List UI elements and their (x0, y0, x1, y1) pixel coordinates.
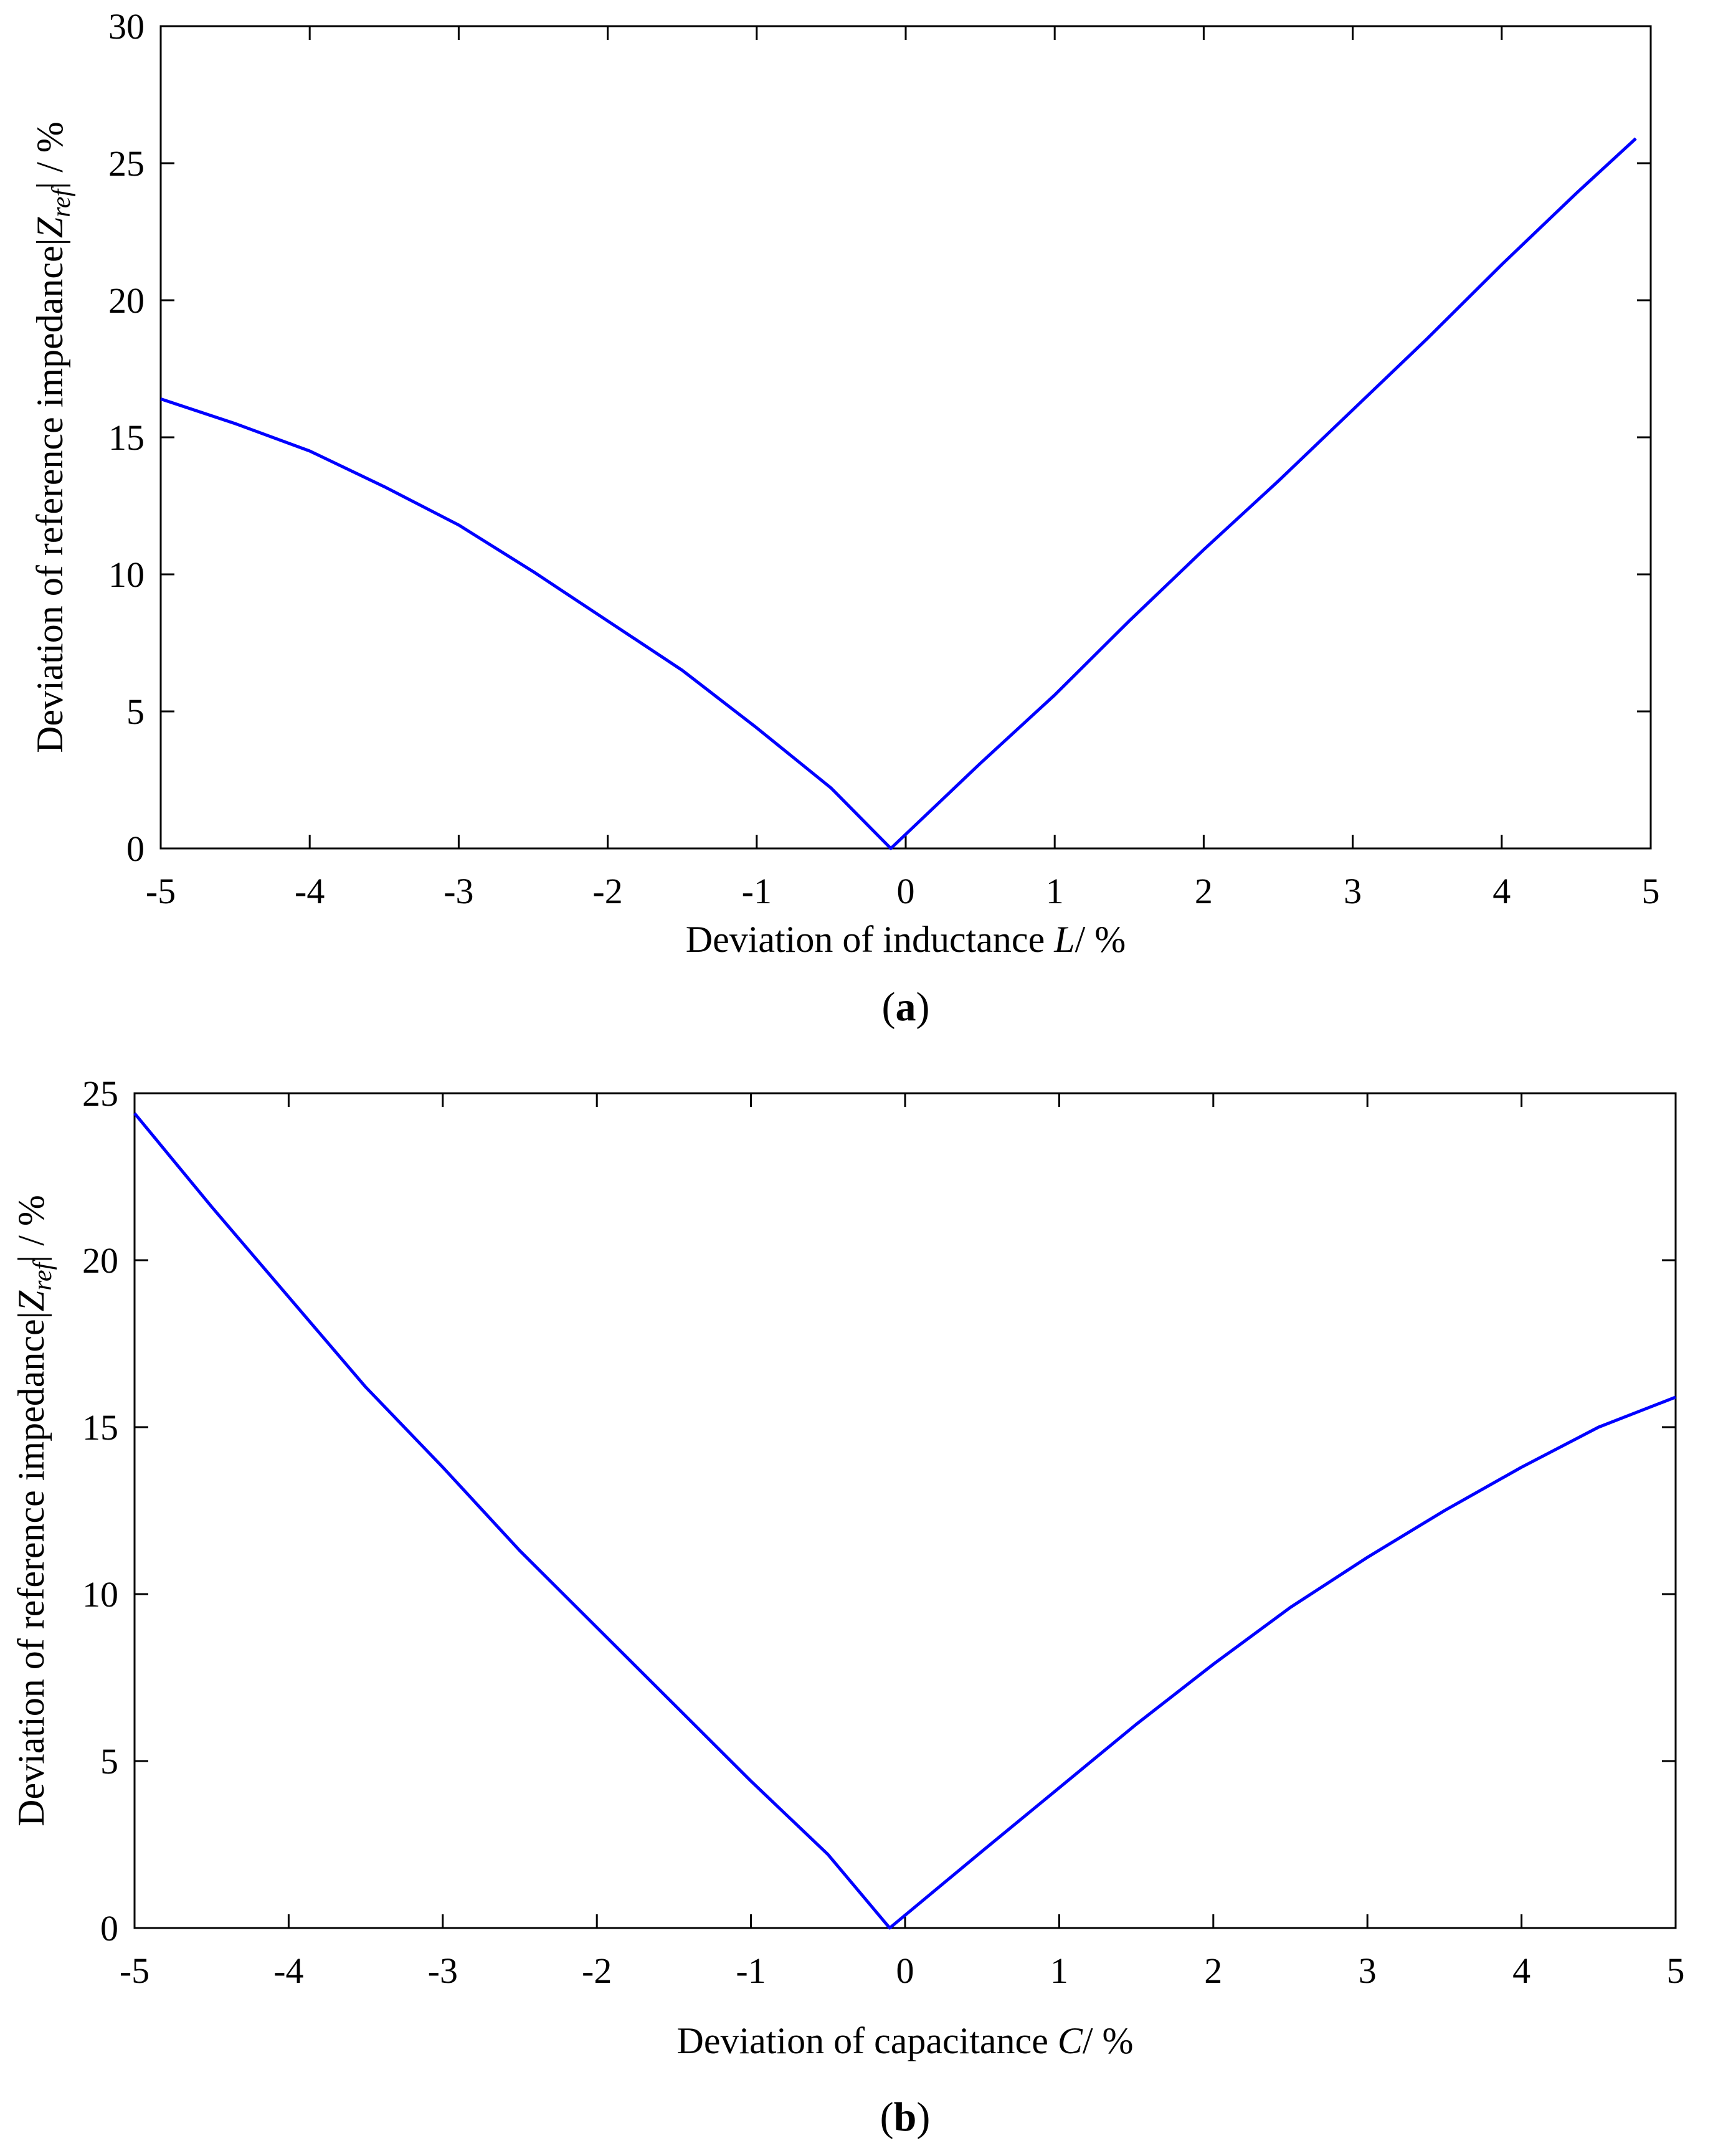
x-tick-label: -3 (444, 871, 473, 911)
x-tick-label: 1 (1050, 1950, 1068, 1991)
x-axis-title: Deviation of inductance L/ % (686, 919, 1126, 960)
x-tick-label: 4 (1492, 871, 1511, 911)
y-tick-label: 10 (108, 554, 145, 595)
x-tick-label: -2 (592, 871, 622, 911)
x-tick-label: -4 (273, 1950, 303, 1991)
y-tick-label: 10 (82, 1574, 118, 1615)
panel-a-chart: -5 -4 -3 -2 -1 0 1 2 3 4 5 0 5 10 15 20 25 30 Deviation of… (29, 6, 1660, 1030)
x-tick-label: 2 (1204, 1950, 1222, 1991)
series-line (160, 137, 1637, 850)
x-tick-label: -5 (146, 871, 176, 911)
x-tick-label: 1 (1046, 871, 1064, 911)
x-tick-label: -4 (295, 871, 325, 911)
y-tick-label: 20 (82, 1240, 118, 1281)
y-tick-label: 25 (82, 1073, 118, 1114)
panel-b-chart: -5 -4 -3 -2 -1 0 1 2 3 4 5 0 5 10 15 20 25 Deviation of c… (11, 1073, 1685, 2140)
axes-frame (159, 25, 1652, 850)
x-tick-label: 2 (1195, 871, 1213, 911)
x-axis-title: Deviation of capacitance C/ % (676, 2020, 1133, 2061)
x-tick-label: -5 (120, 1950, 149, 1991)
y-axis-title: Deviation of reference impedance|Zref| /… (29, 121, 76, 753)
y-tick-label: 15 (108, 417, 145, 458)
panel-label: (a) (882, 984, 930, 1030)
series-line (133, 1112, 1676, 1930)
x-tick-label: -3 (428, 1950, 458, 1991)
y-tick-label: 0 (100, 1908, 118, 1949)
x-tick-label: 3 (1344, 871, 1362, 911)
x-tick-label: 0 (897, 871, 915, 911)
x-tick-label: -2 (582, 1950, 612, 1991)
x-tick-label: 0 (896, 1950, 914, 1991)
y-axis-title: Deviation of reference impedance|Zref| /… (11, 1195, 57, 1826)
x-tick-label: 4 (1512, 1950, 1530, 1991)
x-tick-label: 5 (1642, 871, 1660, 911)
y-tick-label: 0 (126, 829, 145, 869)
x-tick-label: 5 (1667, 1950, 1685, 1991)
x-tick-label: -1 (742, 871, 772, 911)
y-tick-label: 25 (108, 143, 145, 184)
y-tick-label: 5 (100, 1741, 118, 1782)
y-tick-label: 15 (82, 1407, 118, 1448)
y-tick-label: 30 (108, 6, 145, 47)
y-tick-label: 5 (126, 691, 145, 732)
x-tick-label: 3 (1359, 1950, 1377, 1991)
x-tick-label: -1 (736, 1950, 766, 1991)
y-tick-label: 20 (108, 280, 145, 321)
panel-label: (b) (880, 2094, 931, 2140)
